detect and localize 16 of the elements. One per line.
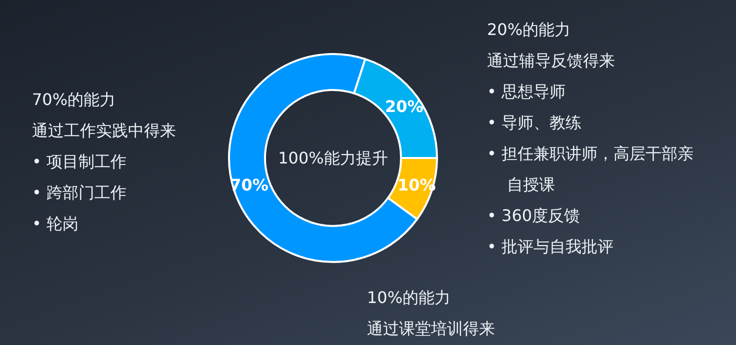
text: • 360度反馈	[487, 205, 582, 227]
text: • 思想导师	[487, 81, 567, 103]
text: 20%的能力	[487, 19, 572, 41]
text: 通过工作实践中得来	[32, 120, 177, 142]
text: • 跨部门工作	[32, 182, 128, 204]
text: 10%的能力	[367, 287, 452, 309]
text: • 导师、教练	[487, 112, 583, 134]
text: • 项目制工作	[32, 151, 128, 173]
data-label: 20%	[385, 96, 424, 116]
text: • 担任兼职讲师，高层干部亲自授课	[487, 143, 695, 196]
text: • 轮岗	[32, 213, 80, 235]
text: 70%的能力	[32, 89, 117, 111]
text: 通过课堂培训得来	[367, 318, 496, 340]
text: • 批评与自我批评	[487, 236, 615, 258]
text: 100%能力提升	[278, 148, 388, 168]
text: 通过辅导反馈得来	[487, 50, 616, 72]
